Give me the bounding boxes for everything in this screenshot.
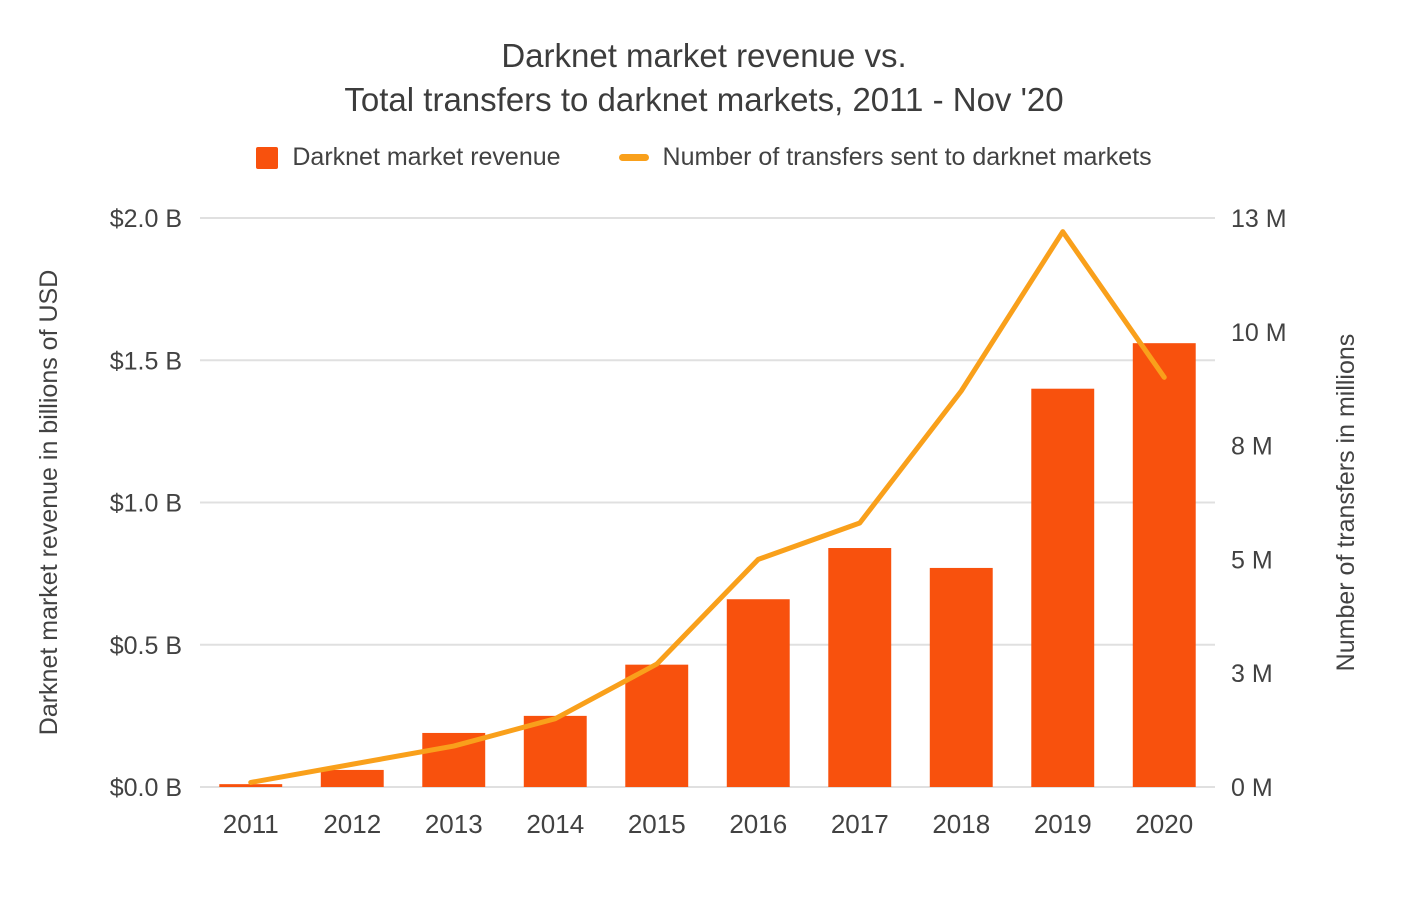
transfers-line[interactable] xyxy=(248,229,1167,786)
x-tick-label: 2019 xyxy=(1034,809,1092,839)
left-tick-label: $0.5 B xyxy=(110,632,182,660)
legend-label-transfers: Number of transfers sent to darknet mark… xyxy=(662,143,1152,172)
right-tick-label: 0 M xyxy=(1231,774,1273,802)
bar-2018[interactable] xyxy=(929,568,993,788)
left-tick-label: $1.0 B xyxy=(110,490,182,518)
right-axis-title: Number of transfers in millions xyxy=(1332,334,1360,672)
transfers-swatch-icon xyxy=(618,154,649,162)
x-tick-label: 2016 xyxy=(729,809,787,839)
right-tick-label: 3 M xyxy=(1231,660,1273,688)
x-tick-label: 2012 xyxy=(323,809,381,839)
legend-item-transfers[interactable]: Number of transfers sent to darknet mark… xyxy=(618,143,1152,172)
x-tick-label: 2013 xyxy=(425,809,483,839)
bar-2012[interactable] xyxy=(320,770,384,788)
legend-item-revenue[interactable]: Darknet market revenue xyxy=(256,143,561,172)
bar-2016[interactable] xyxy=(726,599,790,788)
bar-2014[interactable] xyxy=(523,715,587,788)
revenue-swatch-icon xyxy=(256,146,279,169)
x-tick-label: 2020 xyxy=(1135,809,1193,839)
x-tick-label: 2015 xyxy=(628,809,686,839)
chart-title-line2: Total transfers to darknet markets, 2011… xyxy=(344,80,1064,118)
chart-canvas[interactable]: $0.0 B $0.5 B $1.0 B $1.5 B $2.0 B 0 M 3 M 5 M 8… xyxy=(0,178,1408,868)
left-tick-label: $0.0 B xyxy=(110,774,182,802)
bar-2017[interactable] xyxy=(828,548,892,788)
bar-2020[interactable] xyxy=(1132,343,1196,788)
chart-title-line1: Darknet market revenue vs. xyxy=(501,37,907,74)
left-tick-label: $1.5 B xyxy=(110,347,182,375)
chart-title: Darknet market revenue vs. Total transfe… xyxy=(0,34,1408,121)
bar-2019[interactable] xyxy=(1031,388,1095,788)
right-tick-label: 5 M xyxy=(1231,546,1273,574)
x-tick-label: 2017 xyxy=(831,809,889,839)
x-tick-label: 2018 xyxy=(932,809,990,839)
bar-2011[interactable] xyxy=(219,784,283,788)
right-tick-label: 8 M xyxy=(1231,433,1273,461)
right-tick-label: 13 M xyxy=(1231,205,1287,233)
legend-label-revenue: Darknet market revenue xyxy=(292,143,561,172)
chart-page: Darknet market revenue vs. Total transfe… xyxy=(0,34,1408,906)
right-tick-label: 10 M xyxy=(1231,319,1287,347)
x-tick-label: 2011 xyxy=(223,809,279,839)
legend: Darknet market revenue Number of transfe… xyxy=(0,143,1408,172)
left-tick-label: $2.0 B xyxy=(110,205,182,233)
bar-2015[interactable] xyxy=(625,664,689,788)
x-tick-label: 2014 xyxy=(526,809,584,839)
left-axis-title: Darknet market revenue in billions of US… xyxy=(35,270,63,735)
